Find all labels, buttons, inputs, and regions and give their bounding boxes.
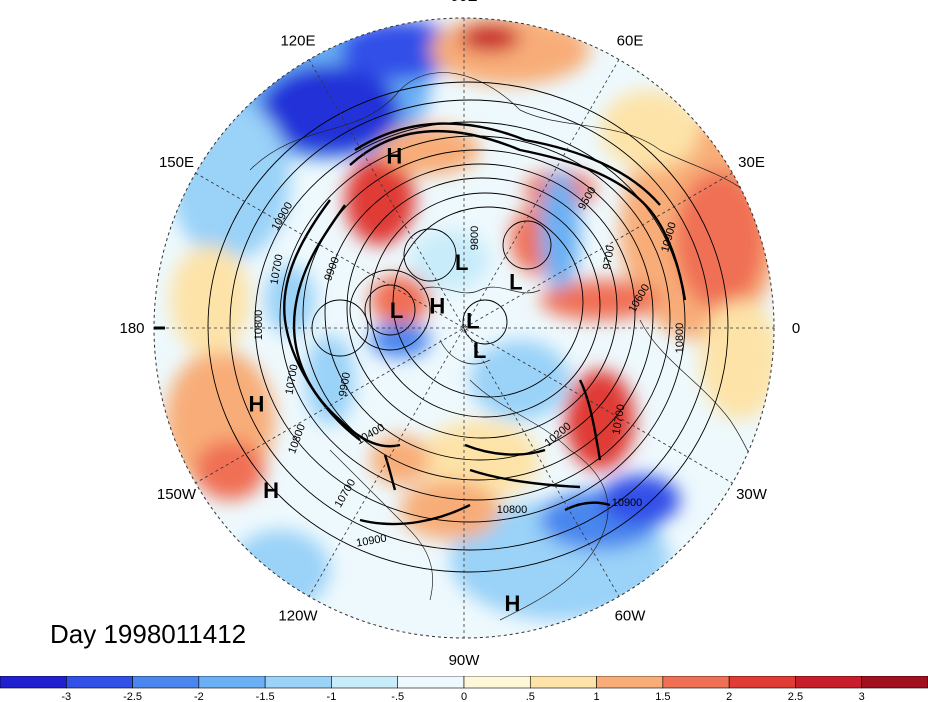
colorbar-swatch <box>861 676 928 689</box>
contour-label: 10800 <box>674 323 686 354</box>
longitude-label: 120W <box>278 608 318 625</box>
low-pressure-label: L <box>390 298 403 323</box>
low-pressure-label: L <box>473 338 486 363</box>
high-pressure-label: H <box>386 144 402 169</box>
colorbar-swatch <box>132 676 200 689</box>
colorbar-tick-label: 2.5 <box>788 691 803 702</box>
colorbar-tick-label: .5 <box>526 691 535 702</box>
contour-label: 10700 <box>268 253 285 285</box>
colorbar-tick-label: -2.5 <box>123 691 142 702</box>
colorbar-swatch <box>331 676 399 689</box>
colorbar-tick-label: 3 <box>859 691 865 702</box>
colorbar-tick-label: 1 <box>594 691 600 702</box>
contour-label: 10800 <box>253 310 265 341</box>
colorbar-tick-label: 1.5 <box>655 691 670 702</box>
high-pressure-label: H <box>263 478 279 503</box>
colorbar-tick-label: -2 <box>194 691 204 702</box>
low-pressure-label: L <box>466 309 479 334</box>
contour-label: 10700 <box>610 403 627 435</box>
contour-label: 10900 <box>355 532 387 549</box>
colorbar-swatch <box>596 676 664 689</box>
colorbar-swatch <box>198 676 266 689</box>
colorbar-tick-label: -1.5 <box>256 691 275 702</box>
graticule <box>154 18 774 638</box>
low-pressure-label: L <box>509 269 522 294</box>
colorbar: -3 -2.5 -2 -1.5 -1 -.5 0 .5 1 1.5 2 2.5 3 <box>0 676 928 702</box>
low-pressure-label: L <box>455 250 468 275</box>
colorbar-tick-label: -1 <box>327 691 337 702</box>
colorbar-tick-label: -.5 <box>391 691 404 702</box>
polar-map: 90E 60E 30E 0 30W 60W 90W 120W 150W 180 150E 120E H… <box>119 0 800 669</box>
longitude-label: 90E <box>451 0 478 5</box>
longitude-label: 90W <box>449 652 481 669</box>
day-label: Day 1998011412 <box>50 619 247 649</box>
colorbar-swatch <box>0 676 67 689</box>
longitude-label: 150E <box>159 154 194 171</box>
longitude-label: 0 <box>792 320 800 337</box>
colorbar-swatch <box>397 676 465 689</box>
colorbar-swatch <box>264 676 332 689</box>
contour-label: 10800 <box>497 504 528 516</box>
colorbar-tick-label: -3 <box>61 691 71 702</box>
contour-label: 10700 <box>283 363 300 395</box>
longitude-label: 60W <box>615 608 647 625</box>
longitude-label: 30W <box>736 486 768 503</box>
jet-contours <box>283 122 687 526</box>
longitude-label: 120E <box>280 32 315 49</box>
colorbar-swatch <box>529 676 597 689</box>
longitude-labels: 90E 60E 30E 0 30W 60W 90W 120W 150W 180 150E 120E <box>119 0 800 669</box>
high-pressure-label: H <box>505 591 521 616</box>
high-pressure-label: H <box>429 294 445 319</box>
contour-label: 9800 <box>469 226 481 250</box>
colorbar-tick-label: 2 <box>726 691 732 702</box>
colorbar-tick-label: 0 <box>461 691 467 702</box>
contour-label: 10900 <box>612 497 643 509</box>
colorbar-swatch <box>463 676 531 689</box>
height-contours <box>207 81 729 573</box>
colorbar-swatch <box>662 676 730 689</box>
longitude-label: 30E <box>738 154 765 171</box>
longitude-label: 60E <box>617 32 644 49</box>
longitude-label: 180 <box>119 320 144 337</box>
colorbar-swatch <box>795 676 863 689</box>
colorbar-swatch <box>65 676 133 689</box>
contour-label: 9700 <box>601 244 617 270</box>
high-pressure-label: H <box>249 392 265 417</box>
longitude-label: 150W <box>157 486 197 503</box>
contour-label: 9900 <box>337 371 353 397</box>
colorbar-swatch <box>728 676 796 689</box>
